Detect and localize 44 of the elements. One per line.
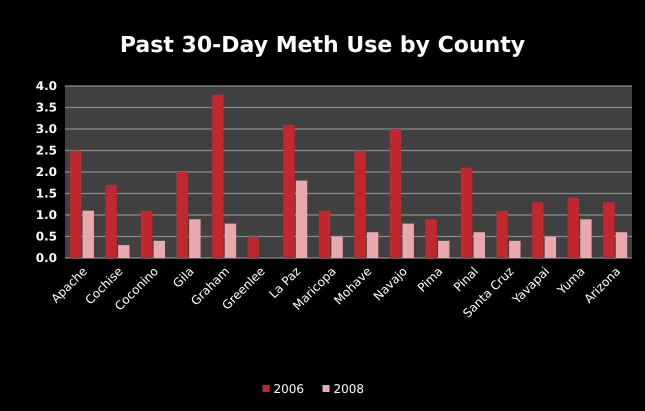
bar xyxy=(616,232,628,258)
bar xyxy=(544,236,556,258)
bar xyxy=(283,124,295,258)
bar xyxy=(568,198,579,258)
y-tick-label: 4.0 xyxy=(36,79,57,94)
bar xyxy=(532,202,544,258)
bar xyxy=(390,129,402,258)
bar xyxy=(70,150,82,258)
bar xyxy=(331,236,343,258)
bar xyxy=(140,210,152,258)
bar xyxy=(118,245,130,258)
bar xyxy=(296,180,308,258)
bar xyxy=(496,210,508,258)
bar xyxy=(318,210,330,258)
bar xyxy=(154,240,166,258)
y-tick-label: 0.5 xyxy=(36,230,57,244)
bar xyxy=(425,219,437,258)
y-tick-label: 0.0 xyxy=(36,251,57,266)
bar xyxy=(212,94,224,258)
bar xyxy=(105,184,117,258)
bar xyxy=(248,236,259,258)
bar xyxy=(366,232,378,258)
bar xyxy=(603,202,614,258)
y-tick-label: 2.0 xyxy=(36,165,57,180)
x-tick-label: Gila xyxy=(170,264,197,291)
legend-label: 2006 xyxy=(274,382,304,396)
bar xyxy=(460,168,472,258)
y-tick-label: 3.5 xyxy=(36,100,57,115)
y-tick-label: 2.5 xyxy=(36,144,57,158)
y-tick-label: 1.0 xyxy=(36,208,57,222)
legend-label: 2008 xyxy=(334,382,364,396)
bar xyxy=(438,240,450,258)
bar xyxy=(474,232,485,258)
bar xyxy=(580,219,592,258)
bar xyxy=(176,172,188,258)
bar xyxy=(354,150,366,258)
bar xyxy=(224,224,236,258)
bar xyxy=(402,224,414,258)
y-tick-label: 1.5 xyxy=(36,186,57,201)
bar xyxy=(189,219,201,258)
bar xyxy=(509,240,521,258)
chart-title: Past 30-Day Meth Use by County xyxy=(120,33,526,58)
y-tick-label: 3.0 xyxy=(36,122,57,136)
bar xyxy=(82,210,94,258)
